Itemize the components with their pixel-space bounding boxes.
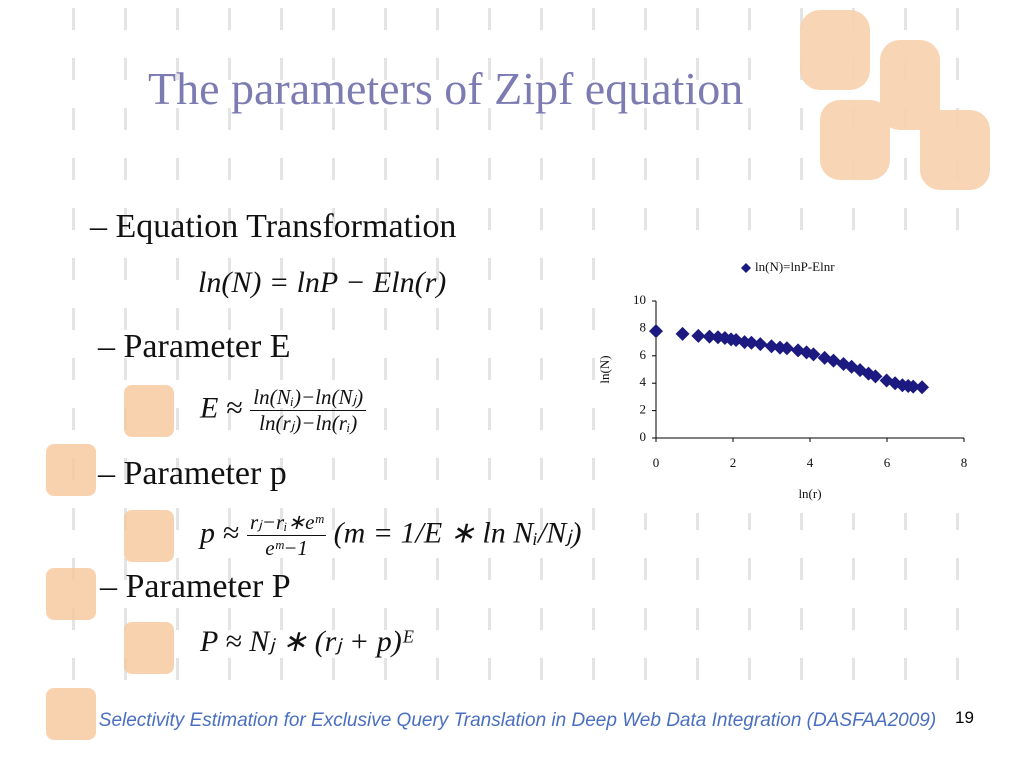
x-axis-label: ln(r) bbox=[798, 486, 821, 501]
point bbox=[675, 326, 690, 341]
x-tick-label: 8 bbox=[961, 455, 968, 470]
icon bbox=[124, 385, 174, 437]
y-tick-label: 8 bbox=[640, 319, 647, 334]
formula-rest: (m = 1/E ∗ ln Nᵢ/Nⱼ) bbox=[333, 516, 582, 550]
icon bbox=[46, 444, 96, 496]
y-tick-label: 0 bbox=[640, 429, 647, 444]
formula: P ≈ Nⱼ ∗ (rⱼ + p)ᴱ bbox=[200, 625, 414, 658]
y-tick-label: 4 bbox=[640, 374, 647, 389]
point bbox=[764, 339, 779, 354]
slide-title: The parameters of Zipf equation bbox=[148, 63, 744, 114]
fraction: ln(Nᵢ)−ln(Nⱼ) ln(rⱼ)−ln(rᵢ) bbox=[250, 385, 367, 436]
point bbox=[753, 337, 768, 352]
denominator: ln(rⱼ)−ln(rᵢ) bbox=[259, 411, 358, 435]
point bbox=[649, 324, 663, 339]
point bbox=[806, 347, 821, 362]
point bbox=[744, 335, 759, 350]
numerator: ln(Nᵢ)−ln(Nⱼ) bbox=[250, 385, 367, 411]
y-tick-label: 10 bbox=[633, 292, 646, 307]
legend-marker bbox=[741, 263, 751, 273]
x-tick-label: 4 bbox=[807, 455, 814, 470]
page-number: 19 bbox=[955, 708, 974, 727]
y-axis-label: ln(N) bbox=[597, 355, 612, 383]
bullet: – Parameter P bbox=[100, 568, 291, 605]
fraction: rⱼ−rᵢ∗eᵐ eᵐ−1 bbox=[246, 510, 327, 561]
denominator: eᵐ−1 bbox=[265, 536, 308, 560]
decoration bbox=[800, 10, 990, 190]
point bbox=[691, 328, 706, 343]
icon bbox=[46, 568, 96, 620]
icon bbox=[124, 622, 174, 674]
formula-lhs: E ≈ bbox=[200, 391, 243, 425]
formula: E ≈ ln(Nᵢ)−ln(Nⱼ) ln(rⱼ)−ln(rᵢ) bbox=[200, 385, 367, 436]
formula: p ≈ rⱼ−rᵢ∗eᵐ eᵐ−1 (m = 1/E ∗ ln Nᵢ/Nⱼ) bbox=[200, 510, 582, 561]
numerator: rⱼ−rᵢ∗eᵐ bbox=[246, 510, 327, 536]
bullet: – Parameter p bbox=[98, 455, 287, 492]
x-tick-label: 2 bbox=[730, 455, 737, 470]
point bbox=[906, 379, 921, 394]
point bbox=[779, 341, 794, 356]
legend-label: ln(N)=lnP-Elnr bbox=[755, 259, 835, 274]
icon bbox=[46, 688, 96, 740]
footer: Selectivity Estimation for Exclusive Que… bbox=[98, 710, 937, 731]
formula-lhs: p ≈ bbox=[200, 516, 239, 550]
point bbox=[868, 369, 883, 384]
x-tick-label: 6 bbox=[884, 455, 891, 470]
formula: ln(N) = lnP − Eln(r) bbox=[198, 266, 447, 299]
x-tick-label: 0 bbox=[653, 455, 660, 470]
y-tick-label: 2 bbox=[640, 402, 647, 417]
bullet: – Equation Transformation bbox=[90, 208, 457, 245]
icon bbox=[124, 510, 174, 562]
bullet: – Parameter E bbox=[98, 328, 291, 365]
y-tick-label: 6 bbox=[640, 347, 647, 362]
point bbox=[915, 380, 930, 395]
point bbox=[702, 329, 717, 344]
